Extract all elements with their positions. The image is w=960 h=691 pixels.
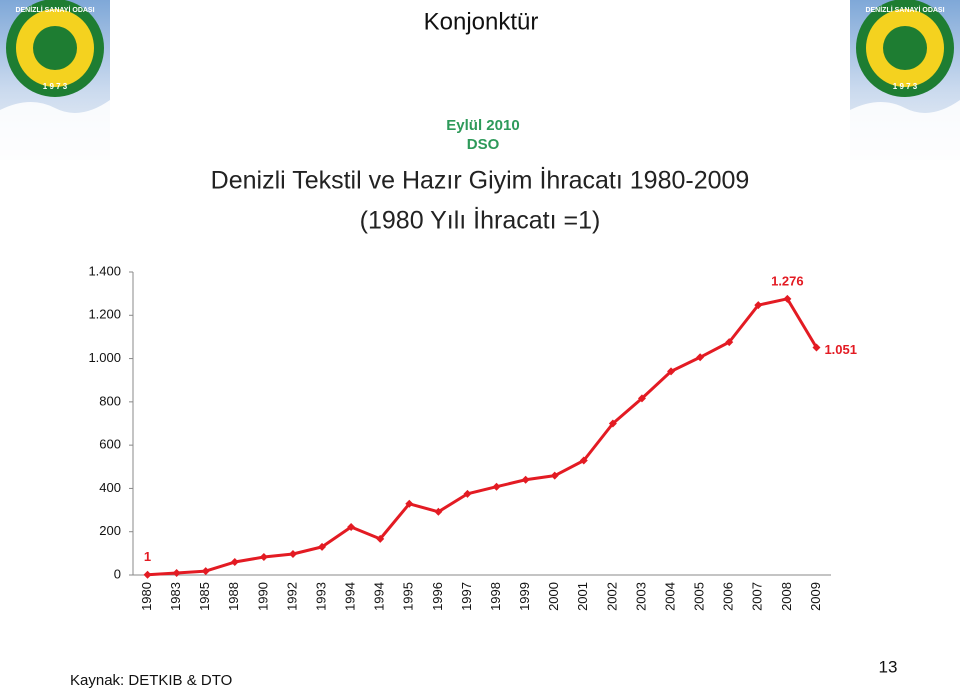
logo-left: DENİZLİ SANAYİ ODASI 1 9 7 3 — [0, 0, 110, 160]
x-tick-label: 1999 — [517, 582, 532, 611]
header-title: Konjonktür — [424, 8, 539, 35]
y-tick-label: 200 — [99, 523, 121, 538]
y-tick-label: 400 — [99, 480, 121, 495]
y-tick-label: 1.400 — [88, 263, 121, 278]
marker — [492, 482, 501, 491]
marker — [579, 456, 588, 465]
marker — [783, 294, 792, 303]
x-tick-label: 1998 — [488, 582, 503, 611]
marker — [696, 353, 705, 362]
marker — [318, 542, 327, 551]
logo-year: 1 9 7 3 — [43, 82, 68, 91]
logo-right: DENİZLİ SANAYİ ODASI 1 9 7 3 — [850, 0, 960, 160]
marker — [754, 301, 763, 310]
value-label: 1.276 — [771, 273, 804, 288]
marker — [463, 489, 472, 498]
y-tick-label: 600 — [99, 437, 121, 452]
x-tick-label: 1997 — [459, 582, 474, 611]
x-tick-label: 1994 — [372, 582, 387, 611]
y-tick-label: 800 — [99, 393, 121, 408]
x-tick-label: 1980 — [139, 582, 154, 611]
marker — [172, 569, 181, 578]
y-tick-label: 1.200 — [88, 307, 121, 322]
marker — [637, 394, 646, 403]
x-tick-label: 1990 — [255, 582, 270, 611]
x-tick-label: 1994 — [343, 582, 358, 611]
marker — [259, 553, 268, 562]
marker — [376, 534, 385, 543]
page-number: 13 — [879, 657, 898, 676]
logo-name: DENİZLİ SANAYİ ODASI — [15, 6, 94, 14]
x-tick-label: 2003 — [633, 582, 648, 611]
marker — [288, 550, 297, 559]
marker — [725, 338, 734, 347]
source: Kaynak: DETKIB & DTO — [70, 672, 232, 689]
x-tick-label: 1992 — [284, 582, 299, 611]
marker — [812, 343, 821, 352]
x-tick-label: 2006 — [721, 582, 736, 611]
x-tick-label: 2009 — [808, 582, 823, 611]
x-tick-label: 1996 — [430, 582, 445, 611]
marker — [201, 567, 210, 576]
marker — [347, 522, 356, 531]
marker — [405, 499, 414, 508]
x-tick-label: 1983 — [168, 582, 183, 611]
marker — [608, 419, 617, 428]
x-tick-label: 2004 — [662, 582, 677, 611]
marker — [143, 570, 152, 579]
marker — [230, 558, 239, 567]
x-tick-label: 1993 — [313, 582, 328, 611]
x-tick-label: 2001 — [575, 582, 590, 611]
header-org: DSO — [467, 136, 500, 153]
data-line — [147, 297, 818, 577]
logo-name: DENİZLİ SANAYİ ODASI — [865, 6, 944, 14]
x-tick-label: 1995 — [401, 582, 416, 611]
logo-year: 1 9 7 3 — [893, 82, 918, 91]
x-tick-label: 2000 — [546, 582, 561, 611]
y-tick-label: 0 — [114, 566, 121, 581]
header-date: Eylül 2010 — [446, 117, 519, 134]
x-tick-label: 2008 — [779, 582, 794, 611]
marker — [550, 471, 559, 480]
y-tick-label: 1.000 — [88, 350, 121, 365]
x-tick-label: 2002 — [604, 582, 619, 611]
x-tick-label: 1988 — [226, 582, 241, 611]
value-label: 1.051 — [824, 342, 857, 357]
x-tick-label: 1985 — [197, 582, 212, 611]
chart-subtitle: (1980 Yılı İhracatı =1) — [360, 206, 601, 235]
value-label: 1 — [144, 549, 151, 564]
marker — [667, 367, 676, 376]
marker — [521, 475, 530, 484]
marker — [434, 507, 443, 516]
x-tick-label: 2005 — [692, 582, 707, 611]
chart-title: Denizli Tekstil ve Hazır Giyim İhracatı … — [211, 166, 750, 195]
x-tick-label: 2007 — [750, 582, 765, 611]
